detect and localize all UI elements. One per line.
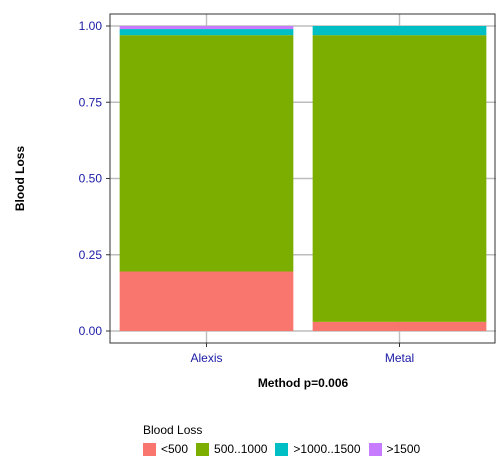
legend-item: 500..1000 <box>196 442 267 456</box>
legend-swatch <box>368 442 382 456</box>
legend: Blood Loss <500 500..1000 >1000..1500 >1500 <box>143 423 428 456</box>
y-tick-label: 0.25 <box>79 248 103 262</box>
y-tick-label: 0.00 <box>79 324 103 338</box>
legend-swatch <box>143 442 156 456</box>
bar-segment <box>312 26 487 36</box>
legend-label: <500 <box>161 442 189 456</box>
bars <box>119 26 487 331</box>
x-axis-title: Method p=0.006 <box>258 376 349 390</box>
y-tick-label: 0.50 <box>79 172 103 186</box>
legend-items: <500 500..1000 >1000..1500 >1500 <box>143 442 428 456</box>
x-axis: Alexis Metal <box>190 343 414 365</box>
bar-segment <box>119 35 294 272</box>
bar-segment <box>119 26 294 30</box>
legend-label: 500..1000 <box>214 442 268 456</box>
x-tick-label: Alexis <box>190 351 222 365</box>
legend-item: >1000..1500 <box>275 442 361 456</box>
legend-swatch <box>275 442 289 456</box>
bar-segment <box>312 35 487 322</box>
y-axis-title: Blood Loss <box>13 146 27 212</box>
legend-label: >1000..1500 <box>293 442 361 456</box>
legend-label: >1500 <box>386 442 421 456</box>
legend-item: >1500 <box>368 442 421 456</box>
bar-segment <box>119 29 294 36</box>
bar-segment <box>119 271 294 331</box>
y-tick-label: 0.75 <box>79 95 103 109</box>
legend-title: Blood Loss <box>143 423 203 437</box>
legend-swatch <box>196 442 210 456</box>
y-tick-label: 1.00 <box>79 19 103 33</box>
x-tick-label: Metal <box>385 351 414 365</box>
bar-segment <box>312 321 487 331</box>
chart: 0.00 0.25 0.50 0.75 1.00 Alexis Metal Blood L… <box>13 13 496 390</box>
legend-item: <500 <box>143 442 188 456</box>
y-axis: 0.00 0.25 0.50 0.75 1.00 <box>79 19 110 338</box>
